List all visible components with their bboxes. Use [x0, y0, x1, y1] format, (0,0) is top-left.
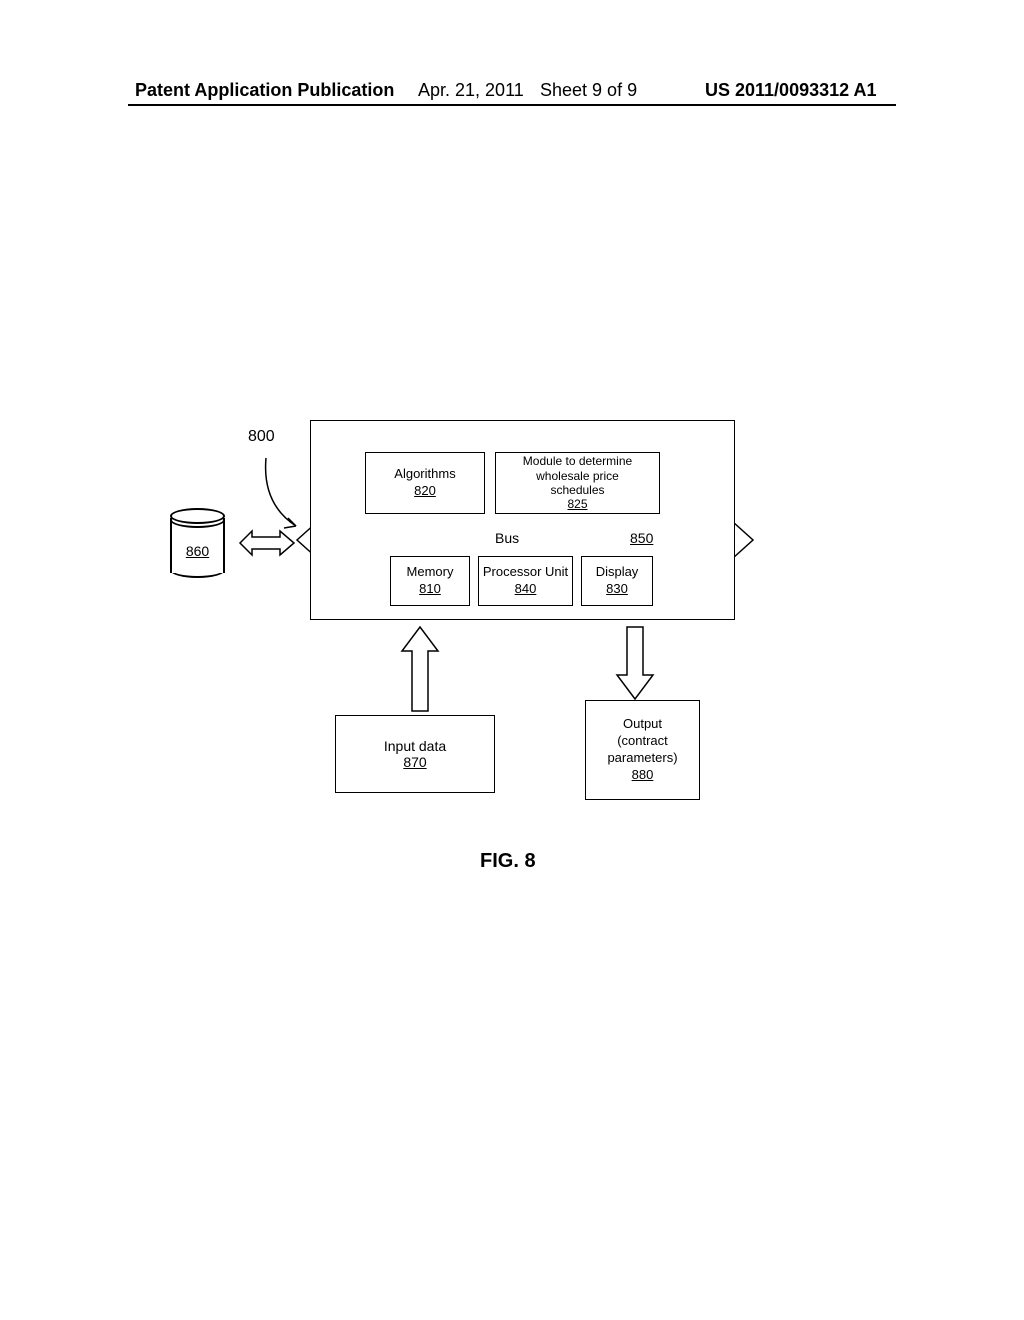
module-line3: schedules	[550, 483, 604, 497]
module-line1: Module to determine	[523, 454, 632, 468]
display-title: Display	[596, 564, 639, 581]
header-rule	[128, 104, 896, 106]
input-box: Input data 870	[335, 715, 495, 793]
bus-ref-num: 850	[630, 530, 653, 546]
bus-label: Bus	[495, 530, 519, 546]
memory-title: Memory	[407, 564, 454, 581]
down-arrow-icon	[615, 625, 655, 703]
input-num: 870	[403, 754, 426, 770]
output-num: 880	[632, 767, 654, 784]
display-box: Display 830	[581, 556, 653, 606]
output-line1: Output	[623, 716, 662, 733]
module-box: Module to determine wholesale price sche…	[495, 452, 660, 514]
system-ref-label: 800	[248, 428, 275, 446]
page: Patent Application Publication Apr. 21, …	[0, 0, 1024, 1320]
database-cylinder: 860	[170, 508, 225, 578]
module-line2: wholesale price	[536, 469, 619, 483]
processor-title: Processor Unit	[483, 564, 568, 581]
header-pubnum: US 2011/0093312 A1	[705, 80, 876, 101]
header-sheet: Sheet 9 of 9	[540, 80, 637, 101]
header-publication: Patent Application Publication	[135, 80, 394, 101]
module-num: 825	[567, 497, 587, 511]
figure-label: FIG. 8	[480, 850, 536, 873]
algorithms-title: Algorithms	[394, 466, 455, 483]
input-title: Input data	[384, 738, 446, 754]
cylinder-ref-num: 860	[170, 543, 225, 559]
memory-box: Memory 810	[390, 556, 470, 606]
algorithms-box: Algorithms 820	[365, 452, 485, 514]
header-date: Apr. 21, 2011	[418, 80, 524, 101]
processor-num: 840	[515, 581, 537, 598]
processor-box: Processor Unit 840	[478, 556, 573, 606]
up-arrow-icon	[400, 625, 440, 715]
double-arrow-icon	[238, 523, 296, 563]
output-line3: parameters)	[607, 750, 677, 767]
output-line2: (contract	[617, 733, 668, 750]
memory-num: 810	[419, 581, 441, 598]
display-num: 830	[606, 581, 628, 598]
output-box: Output (contract parameters) 880	[585, 700, 700, 800]
algorithms-num: 820	[414, 483, 436, 500]
